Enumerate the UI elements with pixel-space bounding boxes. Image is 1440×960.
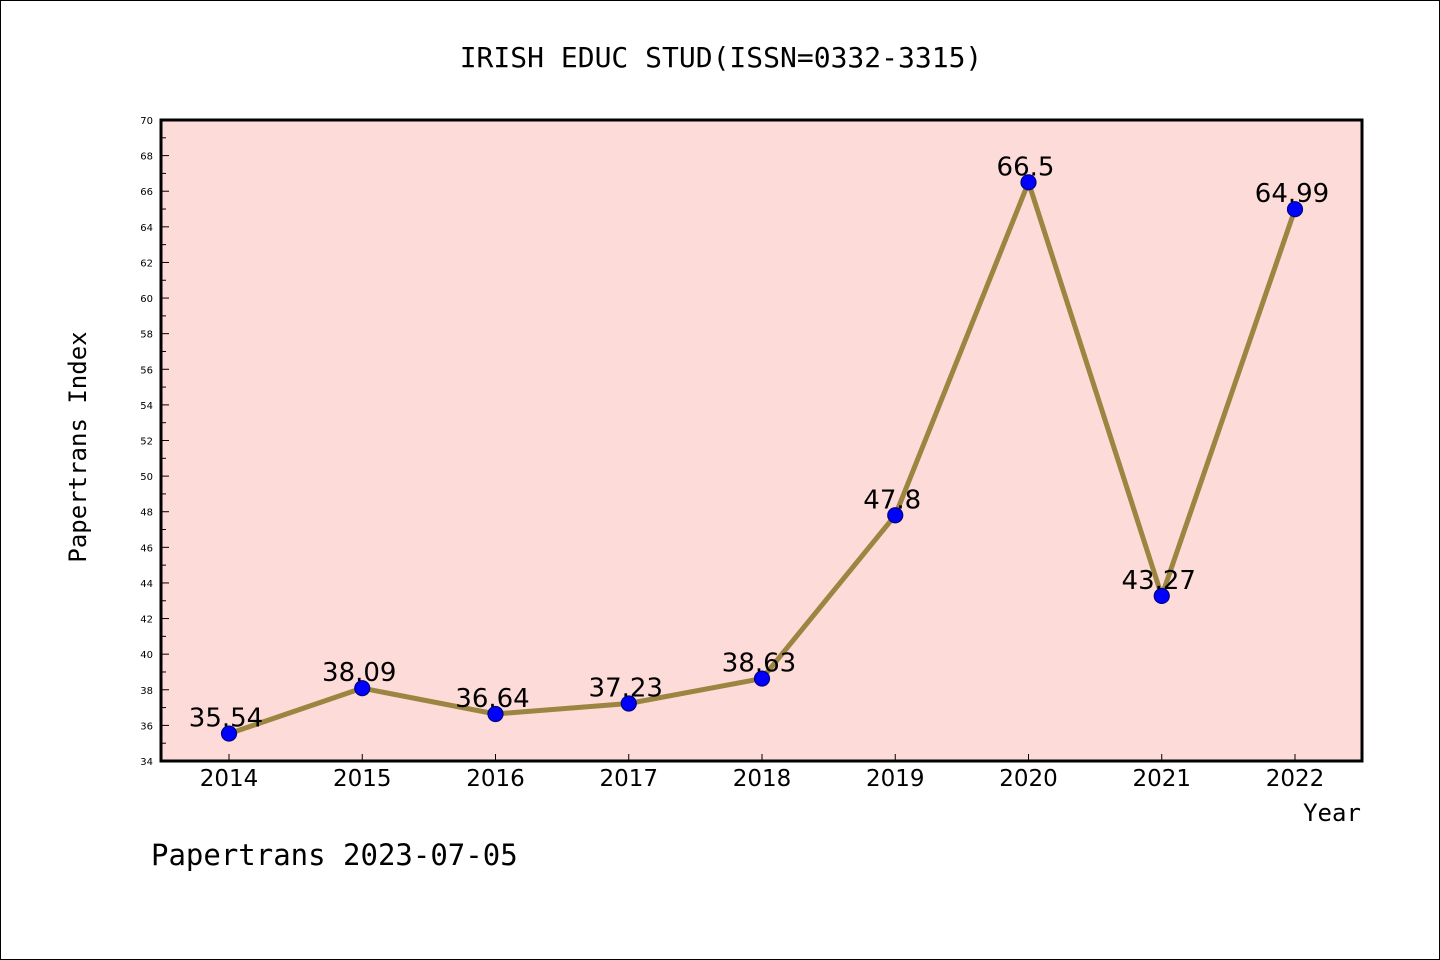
y-tick-label: 44 [140,579,153,590]
y-axis-ticks: 34 36 38 40 42 44 46 48 50 52 54 56 58 60 62 64 66 68 70 [140,116,169,768]
data-label: 36.64 [455,684,529,714]
y-tick-label: 54 [140,401,153,412]
data-point [1020,174,1037,191]
x-tick-label: 2022 [1266,766,1325,792]
footer-stamp: Papertrans 2023-07-05 [151,838,518,872]
y-tick-label: 66 [140,187,153,198]
data-labels-layer: 35.54 38.09 36.64 37.23 38.63 47.8 66.5 43.27 64… [189,152,1329,733]
data-point [1153,587,1170,605]
data-point [487,705,504,723]
y-tick-label: 52 [140,437,153,448]
plot-area [159,118,1364,763]
y-tick-label: 60 [140,294,153,305]
y-tick-label: 48 [140,508,153,519]
x-tick-label: 2020 [999,766,1058,792]
data-label: 64.99 [1255,179,1329,209]
data-point [354,680,371,697]
y-tick-label: 40 [140,650,153,661]
data-point [753,670,771,687]
y-tick-label: 38 [140,686,153,697]
y-tick-label: 34 [140,757,153,768]
x-tick-label: 2016 [466,766,525,792]
x-tick-label: 2015 [333,766,392,792]
y-tick-label: 56 [140,365,153,376]
y-tick-label: 62 [140,258,153,269]
data-label: 38.63 [722,649,796,679]
x-tick-label: 2017 [599,766,658,792]
x-axis-ticks: 2014 2015 2016 2017 2018 2019 2020 2021 2022 [200,754,1325,792]
data-label: 35.54 [189,704,263,734]
data-point [1286,201,1304,218]
data-label: 43.27 [1122,566,1196,596]
y-axis-label: Papertrans Index [64,331,92,562]
y-tick-label: 58 [140,330,153,341]
x-tick-label: 2019 [866,766,925,792]
data-label: 47.8 [863,485,921,515]
x-tick-label: 2018 [733,766,792,792]
data-point [887,507,904,524]
y-tick-label: 68 [140,152,153,163]
series-layer [220,174,1304,742]
y-tick-label: 64 [140,223,153,234]
y-tick-label: 46 [140,543,153,554]
data-label: 38.09 [322,658,396,688]
x-axis-label: Year [1303,799,1361,827]
data-label: 37.23 [589,673,663,703]
y-tick-label: 70 [140,116,153,127]
y-tick-label: 36 [140,721,153,732]
data-point [220,725,238,742]
x-tick-label: 2014 [200,766,259,792]
data-point [620,695,637,712]
y-tick-label: 50 [140,472,153,483]
x-tick-label: 2021 [1132,766,1191,792]
data-label: 66.5 [997,152,1055,182]
chart-title: IRISH EDUC STUD(ISSN=0332-3315) [460,41,983,74]
y-tick-label: 42 [140,615,153,626]
